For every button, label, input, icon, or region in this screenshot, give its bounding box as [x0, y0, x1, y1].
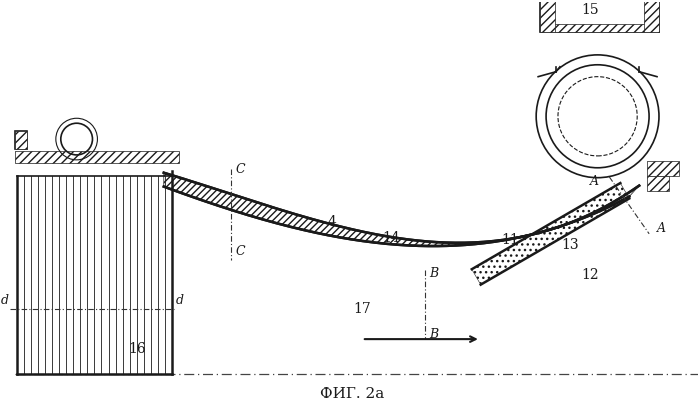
- Text: 12: 12: [581, 268, 598, 282]
- Polygon shape: [15, 151, 179, 163]
- Polygon shape: [15, 131, 27, 149]
- Polygon shape: [164, 173, 639, 246]
- Polygon shape: [540, 24, 659, 32]
- Text: 17: 17: [353, 302, 370, 317]
- Text: A: A: [590, 175, 599, 189]
- Polygon shape: [540, 0, 555, 32]
- Text: 13: 13: [561, 238, 579, 252]
- Text: 15: 15: [581, 3, 598, 17]
- Text: ФИГ. 2а: ФИГ. 2а: [320, 387, 384, 400]
- Text: 4: 4: [328, 215, 337, 229]
- Text: B: B: [429, 328, 438, 341]
- Polygon shape: [647, 161, 679, 176]
- Text: 11: 11: [502, 233, 519, 247]
- Text: C: C: [235, 245, 245, 258]
- Polygon shape: [472, 183, 629, 285]
- Text: C: C: [235, 163, 245, 176]
- Text: B: B: [429, 267, 438, 280]
- Bar: [540, 0, 659, 32]
- Text: A: A: [656, 222, 665, 235]
- Text: 16: 16: [128, 342, 146, 356]
- Text: d: d: [0, 294, 8, 308]
- Bar: [15, 131, 27, 149]
- Polygon shape: [647, 176, 669, 191]
- Text: d: d: [175, 294, 184, 308]
- Polygon shape: [644, 0, 659, 32]
- Text: 14: 14: [383, 231, 401, 245]
